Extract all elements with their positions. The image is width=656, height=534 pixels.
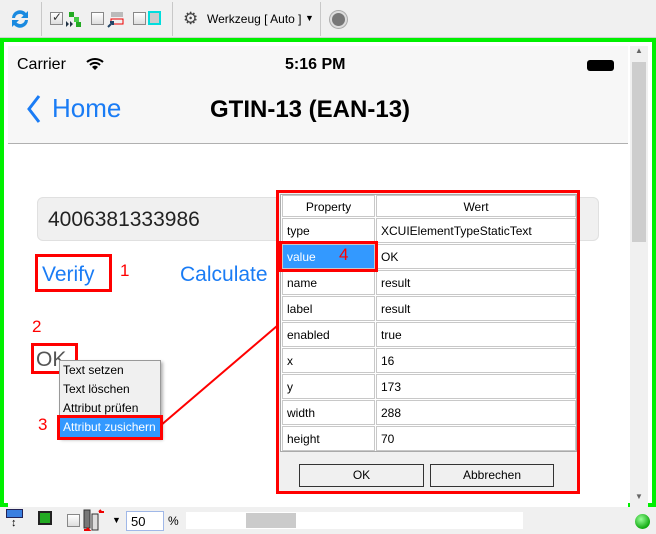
menu-item-attribut-pruefen[interactable]: Attribut prüfen — [63, 401, 139, 415]
scroll-thumb[interactable] — [246, 513, 296, 528]
status-led-icon — [635, 514, 650, 529]
value-cell[interactable]: 16 — [376, 348, 576, 373]
dropdown-arrow-icon[interactable]: ▼ — [305, 13, 314, 23]
column-header-property[interactable]: Property — [282, 195, 375, 217]
back-button[interactable]: Home — [26, 93, 121, 124]
zoom-unit: % — [168, 514, 179, 528]
checkbox[interactable] — [67, 514, 80, 527]
value-cell[interactable]: 288 — [376, 400, 576, 425]
refresh-icon[interactable] — [8, 7, 32, 31]
table-row[interactable]: height 70 — [281, 426, 577, 452]
wifi-icon — [86, 58, 104, 70]
table-row[interactable]: value OK 4 — [279, 241, 577, 272]
annotation-box-verify — [35, 254, 112, 292]
value-cell[interactable]: 173 — [376, 374, 576, 399]
move-icon — [66, 12, 81, 27]
value-cell[interactable]: XCUIElementTypeStaticText — [376, 218, 576, 243]
annotation-number: 1 — [120, 261, 130, 280]
column-header-wert[interactable]: Wert — [376, 195, 576, 217]
property-cell[interactable]: name — [282, 270, 375, 295]
ok-button[interactable]: OK — [299, 464, 424, 487]
orientation-icon — [83, 509, 104, 531]
back-label: Home — [52, 93, 122, 123]
fit-screen-icon[interactable] — [38, 511, 52, 525]
annotation-number: 2 — [32, 317, 42, 336]
value-cell[interactable]: result — [376, 270, 576, 295]
cancel-button[interactable]: Abbrechen — [430, 464, 554, 487]
battery-icon — [587, 60, 614, 71]
tool-dropdown[interactable]: Werkzeug [ Auto ] — [207, 12, 302, 26]
scroll-down-icon[interactable]: ▼ — [635, 492, 643, 501]
value-cell[interactable]: 70 — [376, 426, 576, 451]
table-row[interactable]: x 16 — [281, 348, 577, 374]
overlay-icon — [107, 12, 124, 28]
property-cell[interactable]: height — [282, 426, 375, 451]
menu-item-text-setzen[interactable]: Text setzen — [63, 363, 124, 377]
bottom-toolbar: ↕ ▼ 50 % — [0, 507, 656, 534]
property-cell[interactable]: label — [282, 296, 375, 321]
zoom-input[interactable]: 50 — [126, 511, 164, 531]
value-cell[interactable]: true — [376, 322, 576, 347]
chevron-left-icon — [27, 94, 41, 123]
table-header: Property Wert — [281, 195, 577, 221]
carrier: Carrier — [17, 56, 66, 73]
value-cell[interactable]: result — [376, 296, 576, 321]
property-cell[interactable]: type — [282, 218, 375, 243]
fit-height-icon[interactable]: ↕ — [11, 517, 17, 529]
page-title: GTIN-13 (EAN-13) — [210, 96, 411, 123]
status-bar: Carrier 5:16 PM — [8, 46, 628, 82]
gear-icon[interactable]: ⚙ — [183, 9, 199, 28]
table-row[interactable]: width 288 — [281, 400, 577, 426]
property-cell[interactable]: x — [282, 348, 375, 373]
checkbox[interactable] — [133, 12, 146, 25]
table-row[interactable]: name result — [281, 270, 577, 296]
fit-width-icon[interactable] — [6, 509, 23, 518]
property-dialog: Property Wert type XCUIElementTypeStaticT… — [276, 190, 580, 494]
property-cell[interactable]: enabled — [282, 322, 375, 347]
property-cell[interactable]: value — [279, 241, 378, 272]
table-row[interactable]: y 173 — [281, 374, 577, 400]
nav-bar: Home GTIN-13 (EAN-13) — [8, 82, 628, 144]
clock: 5:16 PM — [285, 56, 346, 73]
checkbox[interactable] — [91, 12, 104, 25]
scroll-up-icon[interactable]: ▲ — [635, 46, 643, 55]
table-row[interactable]: type XCUIElementTypeStaticText — [281, 218, 577, 244]
property-cell[interactable]: width — [282, 400, 375, 425]
annotation-box-result — [31, 343, 78, 374]
property-cell[interactable]: y — [282, 374, 375, 399]
verify-button[interactable]: Verify — [42, 263, 95, 286]
vertical-scrollbar[interactable]: ▲ ▼ — [630, 46, 648, 507]
highlight-icon — [148, 11, 161, 25]
annotation-number: 4 — [339, 245, 349, 264]
menu-item-text-loeschen[interactable]: Text löschen — [63, 382, 130, 396]
menu-item-attribut-zusichern[interactable]: Attribut zusichern — [57, 415, 163, 440]
annotation-number: 3 — [38, 415, 48, 434]
property-table: Property Wert type XCUIElementTypeStaticT… — [279, 194, 577, 452]
value-cell[interactable]: OK — [376, 244, 576, 269]
checkbox-checked[interactable]: ✓ — [50, 10, 63, 25]
result-label: OK — [36, 348, 67, 371]
horizontal-scrollbar[interactable] — [186, 512, 523, 529]
scroll-thumb[interactable] — [632, 62, 646, 242]
toolbar: ✓ ⚙ Werkzeug [ Auto ] ▼ — [0, 0, 656, 38]
table-row[interactable]: enabled true — [281, 322, 577, 348]
record-icon[interactable] — [330, 11, 347, 28]
context-menu: Text setzen Text löschen Attribut prüfen… — [57, 360, 163, 440]
table-row[interactable]: label result — [281, 296, 577, 322]
dropdown-arrow-icon[interactable]: ▼ — [112, 515, 121, 525]
calculate-button[interactable]: Calculate — [180, 263, 268, 286]
